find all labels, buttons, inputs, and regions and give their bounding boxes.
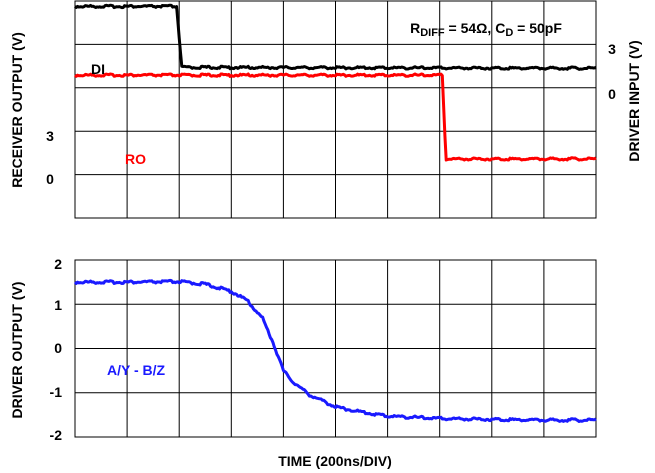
- ay-bz-trace: [73, 278, 597, 423]
- bottom-y-tick-4: -2: [50, 427, 63, 443]
- di-series-label: DI: [91, 61, 105, 77]
- time-axis-label: TIME (200ns/DIV): [278, 453, 392, 469]
- driver-input-axis-label: DRIVER INPUT (V): [626, 40, 642, 161]
- driver-output-axis-label: DRIVER OUTPUT (V): [9, 282, 25, 419]
- top-grid: [75, 1, 596, 218]
- top-right-tick-1: 0: [608, 86, 616, 102]
- bottom-y-tick-2: 0: [54, 340, 62, 356]
- bottom-y-tick-3: -1: [50, 384, 63, 400]
- ro-series-label: RO: [125, 151, 146, 167]
- top-right-tick-0: 3: [608, 41, 616, 57]
- ay-bz-series-label: A/Y - B/Z: [107, 362, 166, 378]
- ro-trace: [74, 72, 597, 162]
- test-condition-annotation: RDIFF = 54Ω, CD = 50pF: [410, 20, 562, 39]
- bottom-panel: 2 1 0 -1 -2 DRIVER OUTPUT (V) A/Y - B/Z …: [9, 256, 597, 469]
- receiver-output-axis-label: RECEIVER OUTPUT (V): [9, 32, 25, 188]
- bottom-y-tick-0: 2: [54, 256, 62, 272]
- top-panel: 3 0 3 0 RECEIVER OUTPUT (V) DRIVER INPUT…: [9, 0, 642, 219]
- top-left-tick-1: 0: [46, 171, 54, 187]
- bottom-grid: [75, 260, 596, 437]
- bottom-y-tick-1: 1: [54, 297, 62, 313]
- di-trace: [74, 3, 597, 71]
- top-left-tick-0: 3: [46, 128, 54, 144]
